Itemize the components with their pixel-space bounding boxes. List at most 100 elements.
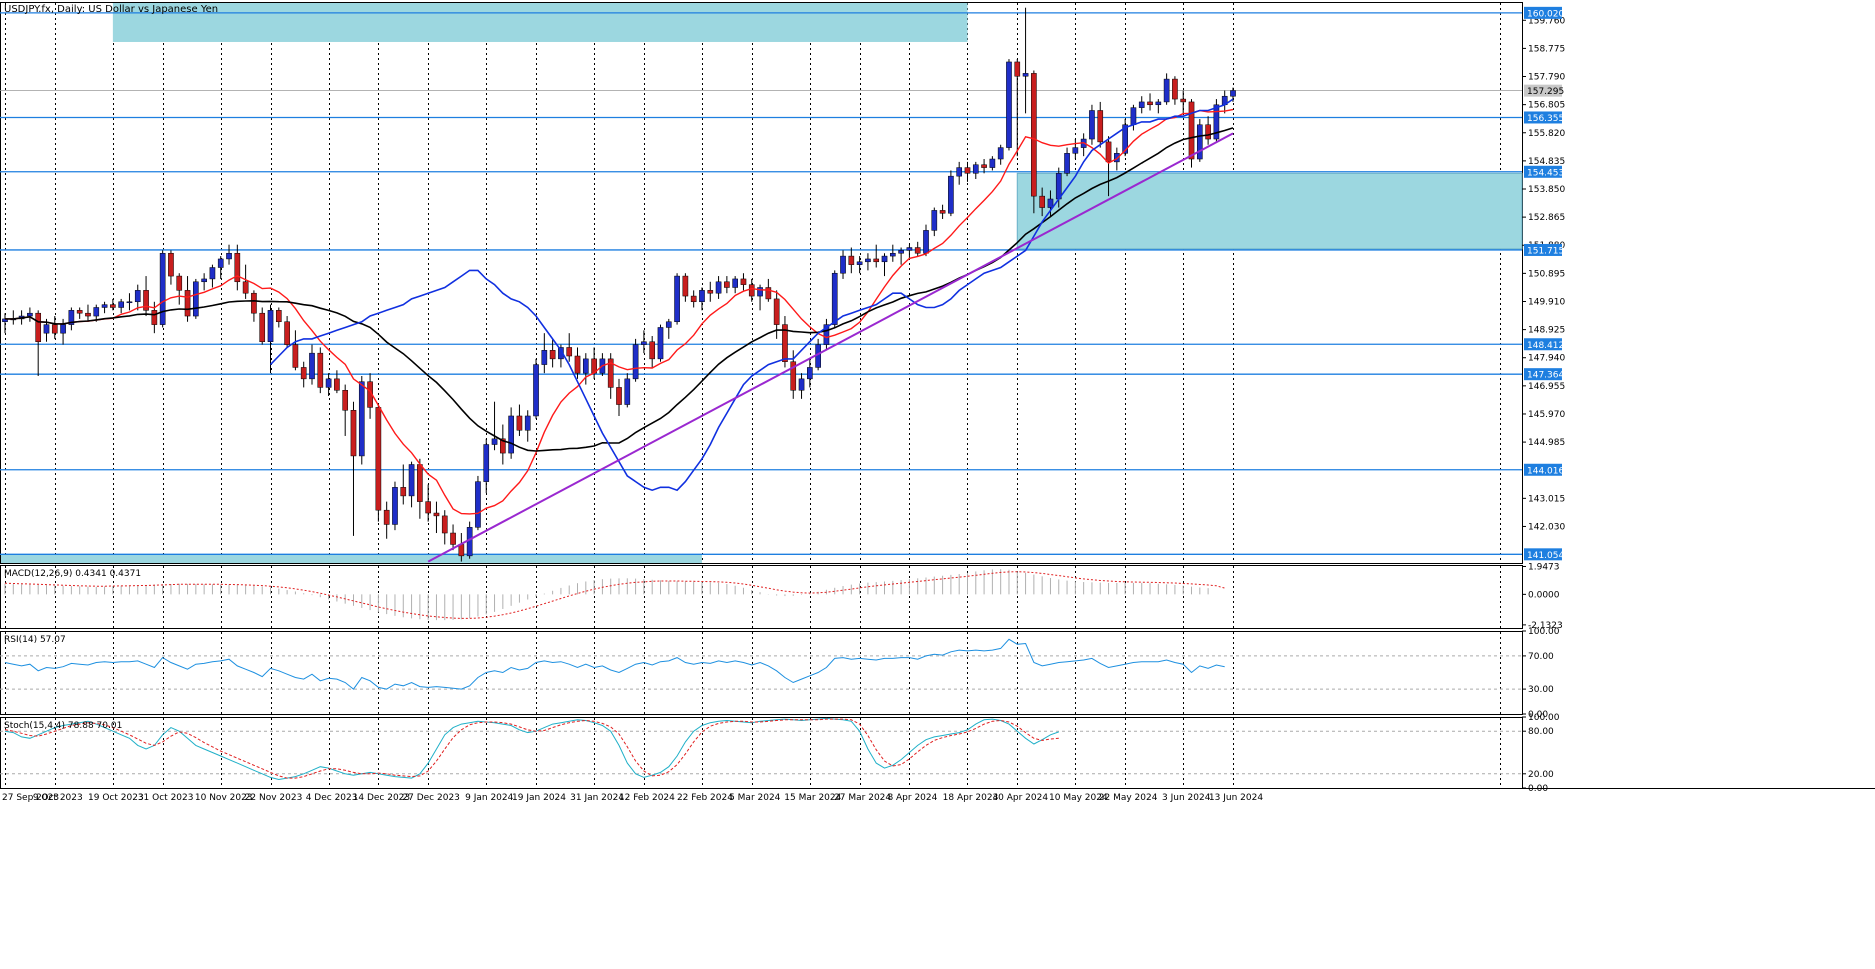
candle[interactable] — [948, 170, 954, 217]
candle[interactable] — [657, 324, 664, 362]
candle[interactable] — [1205, 116, 1211, 145]
candle[interactable] — [85, 304, 91, 322]
candle[interactable] — [118, 298, 124, 314]
candle[interactable] — [914, 241, 921, 257]
candle[interactable] — [358, 376, 365, 465]
candle[interactable] — [375, 404, 382, 522]
candle[interactable] — [176, 273, 183, 305]
candle[interactable] — [989, 156, 996, 171]
candle[interactable] — [724, 276, 730, 294]
candle[interactable] — [300, 361, 307, 388]
candle[interactable] — [483, 438, 490, 494]
candle[interactable] — [267, 304, 274, 374]
candle[interactable] — [1047, 190, 1054, 217]
candle[interactable] — [533, 358, 539, 419]
candle[interactable] — [1213, 99, 1220, 142]
candle[interactable] — [632, 338, 639, 382]
candle[interactable] — [1180, 90, 1187, 114]
candle[interactable] — [201, 273, 207, 291]
candle[interactable] — [441, 510, 448, 545]
candle[interactable] — [964, 161, 971, 182]
candle[interactable] — [226, 244, 232, 265]
candle[interactable] — [906, 244, 913, 259]
candle[interactable] — [217, 256, 224, 279]
candle[interactable] — [500, 424, 506, 465]
candle[interactable] — [342, 384, 349, 436]
candle[interactable] — [1064, 147, 1070, 177]
candle[interactable] — [889, 244, 896, 262]
candle[interactable] — [508, 407, 514, 459]
candle[interactable] — [972, 161, 979, 180]
candle[interactable] — [1138, 96, 1145, 114]
candle[interactable] — [475, 475, 481, 531]
candle[interactable] — [491, 401, 498, 451]
candle[interactable] — [997, 144, 1004, 165]
candle[interactable] — [939, 204, 946, 219]
candle[interactable] — [707, 281, 714, 302]
candle[interactable] — [1039, 187, 1045, 217]
candle[interactable] — [607, 353, 614, 399]
candle[interactable] — [616, 378, 622, 416]
candle[interactable] — [76, 307, 83, 319]
candle[interactable] — [566, 333, 573, 362]
candle[interactable] — [1105, 136, 1112, 197]
candle[interactable] — [309, 344, 315, 385]
candle[interactable] — [400, 464, 407, 505]
candle[interactable] — [168, 250, 174, 285]
candle[interactable] — [101, 301, 108, 314]
candle[interactable] — [865, 253, 871, 271]
candle[interactable] — [898, 247, 904, 265]
candle[interactable] — [649, 336, 656, 368]
candle[interactable] — [251, 290, 257, 322]
candle[interactable] — [582, 353, 589, 385]
candle[interactable] — [881, 253, 888, 277]
candle[interactable] — [242, 264, 249, 299]
candle[interactable] — [549, 338, 556, 368]
candle[interactable] — [1163, 73, 1170, 105]
candle[interactable] — [931, 207, 938, 237]
candle[interactable] — [1089, 104, 1095, 145]
candle[interactable] — [1031, 70, 1037, 214]
candle[interactable] — [856, 256, 863, 274]
candle[interactable] — [68, 307, 75, 331]
candle[interactable] — [682, 273, 689, 302]
candle[interactable] — [334, 370, 340, 394]
candle[interactable] — [234, 244, 241, 291]
candle[interactable] — [51, 316, 58, 339]
candle[interactable] — [1072, 139, 1079, 160]
candle[interactable] — [807, 358, 813, 388]
candle[interactable] — [292, 330, 299, 371]
candle[interactable] — [690, 290, 697, 308]
candle[interactable] — [450, 524, 456, 551]
candle[interactable] — [350, 401, 357, 536]
candle[interactable] — [748, 278, 755, 302]
candle[interactable] — [1022, 7, 1029, 114]
candle[interactable] — [284, 316, 290, 348]
candle[interactable] — [193, 278, 199, 319]
candle[interactable] — [524, 410, 531, 442]
candle[interactable] — [840, 250, 846, 279]
candle[interactable] — [184, 276, 191, 322]
candle[interactable] — [873, 244, 880, 268]
candle[interactable] — [516, 404, 523, 436]
candle[interactable] — [831, 270, 838, 328]
candle[interactable] — [325, 373, 332, 396]
candle[interactable] — [1147, 93, 1153, 111]
candle[interactable] — [956, 161, 963, 185]
candle[interactable] — [317, 347, 324, 394]
candle[interactable] — [757, 284, 763, 311]
candle[interactable] — [541, 333, 548, 374]
candle[interactable] — [159, 250, 166, 328]
candle[interactable] — [392, 481, 398, 531]
candle[interactable] — [1172, 76, 1178, 105]
candle[interactable] — [798, 373, 805, 399]
candle[interactable] — [1196, 119, 1203, 162]
candle[interactable] — [259, 307, 266, 345]
candle[interactable] — [275, 307, 282, 328]
candle[interactable] — [624, 373, 631, 408]
candle[interactable] — [383, 501, 390, 539]
candle[interactable] — [740, 273, 747, 291]
candle[interactable] — [665, 318, 672, 339]
